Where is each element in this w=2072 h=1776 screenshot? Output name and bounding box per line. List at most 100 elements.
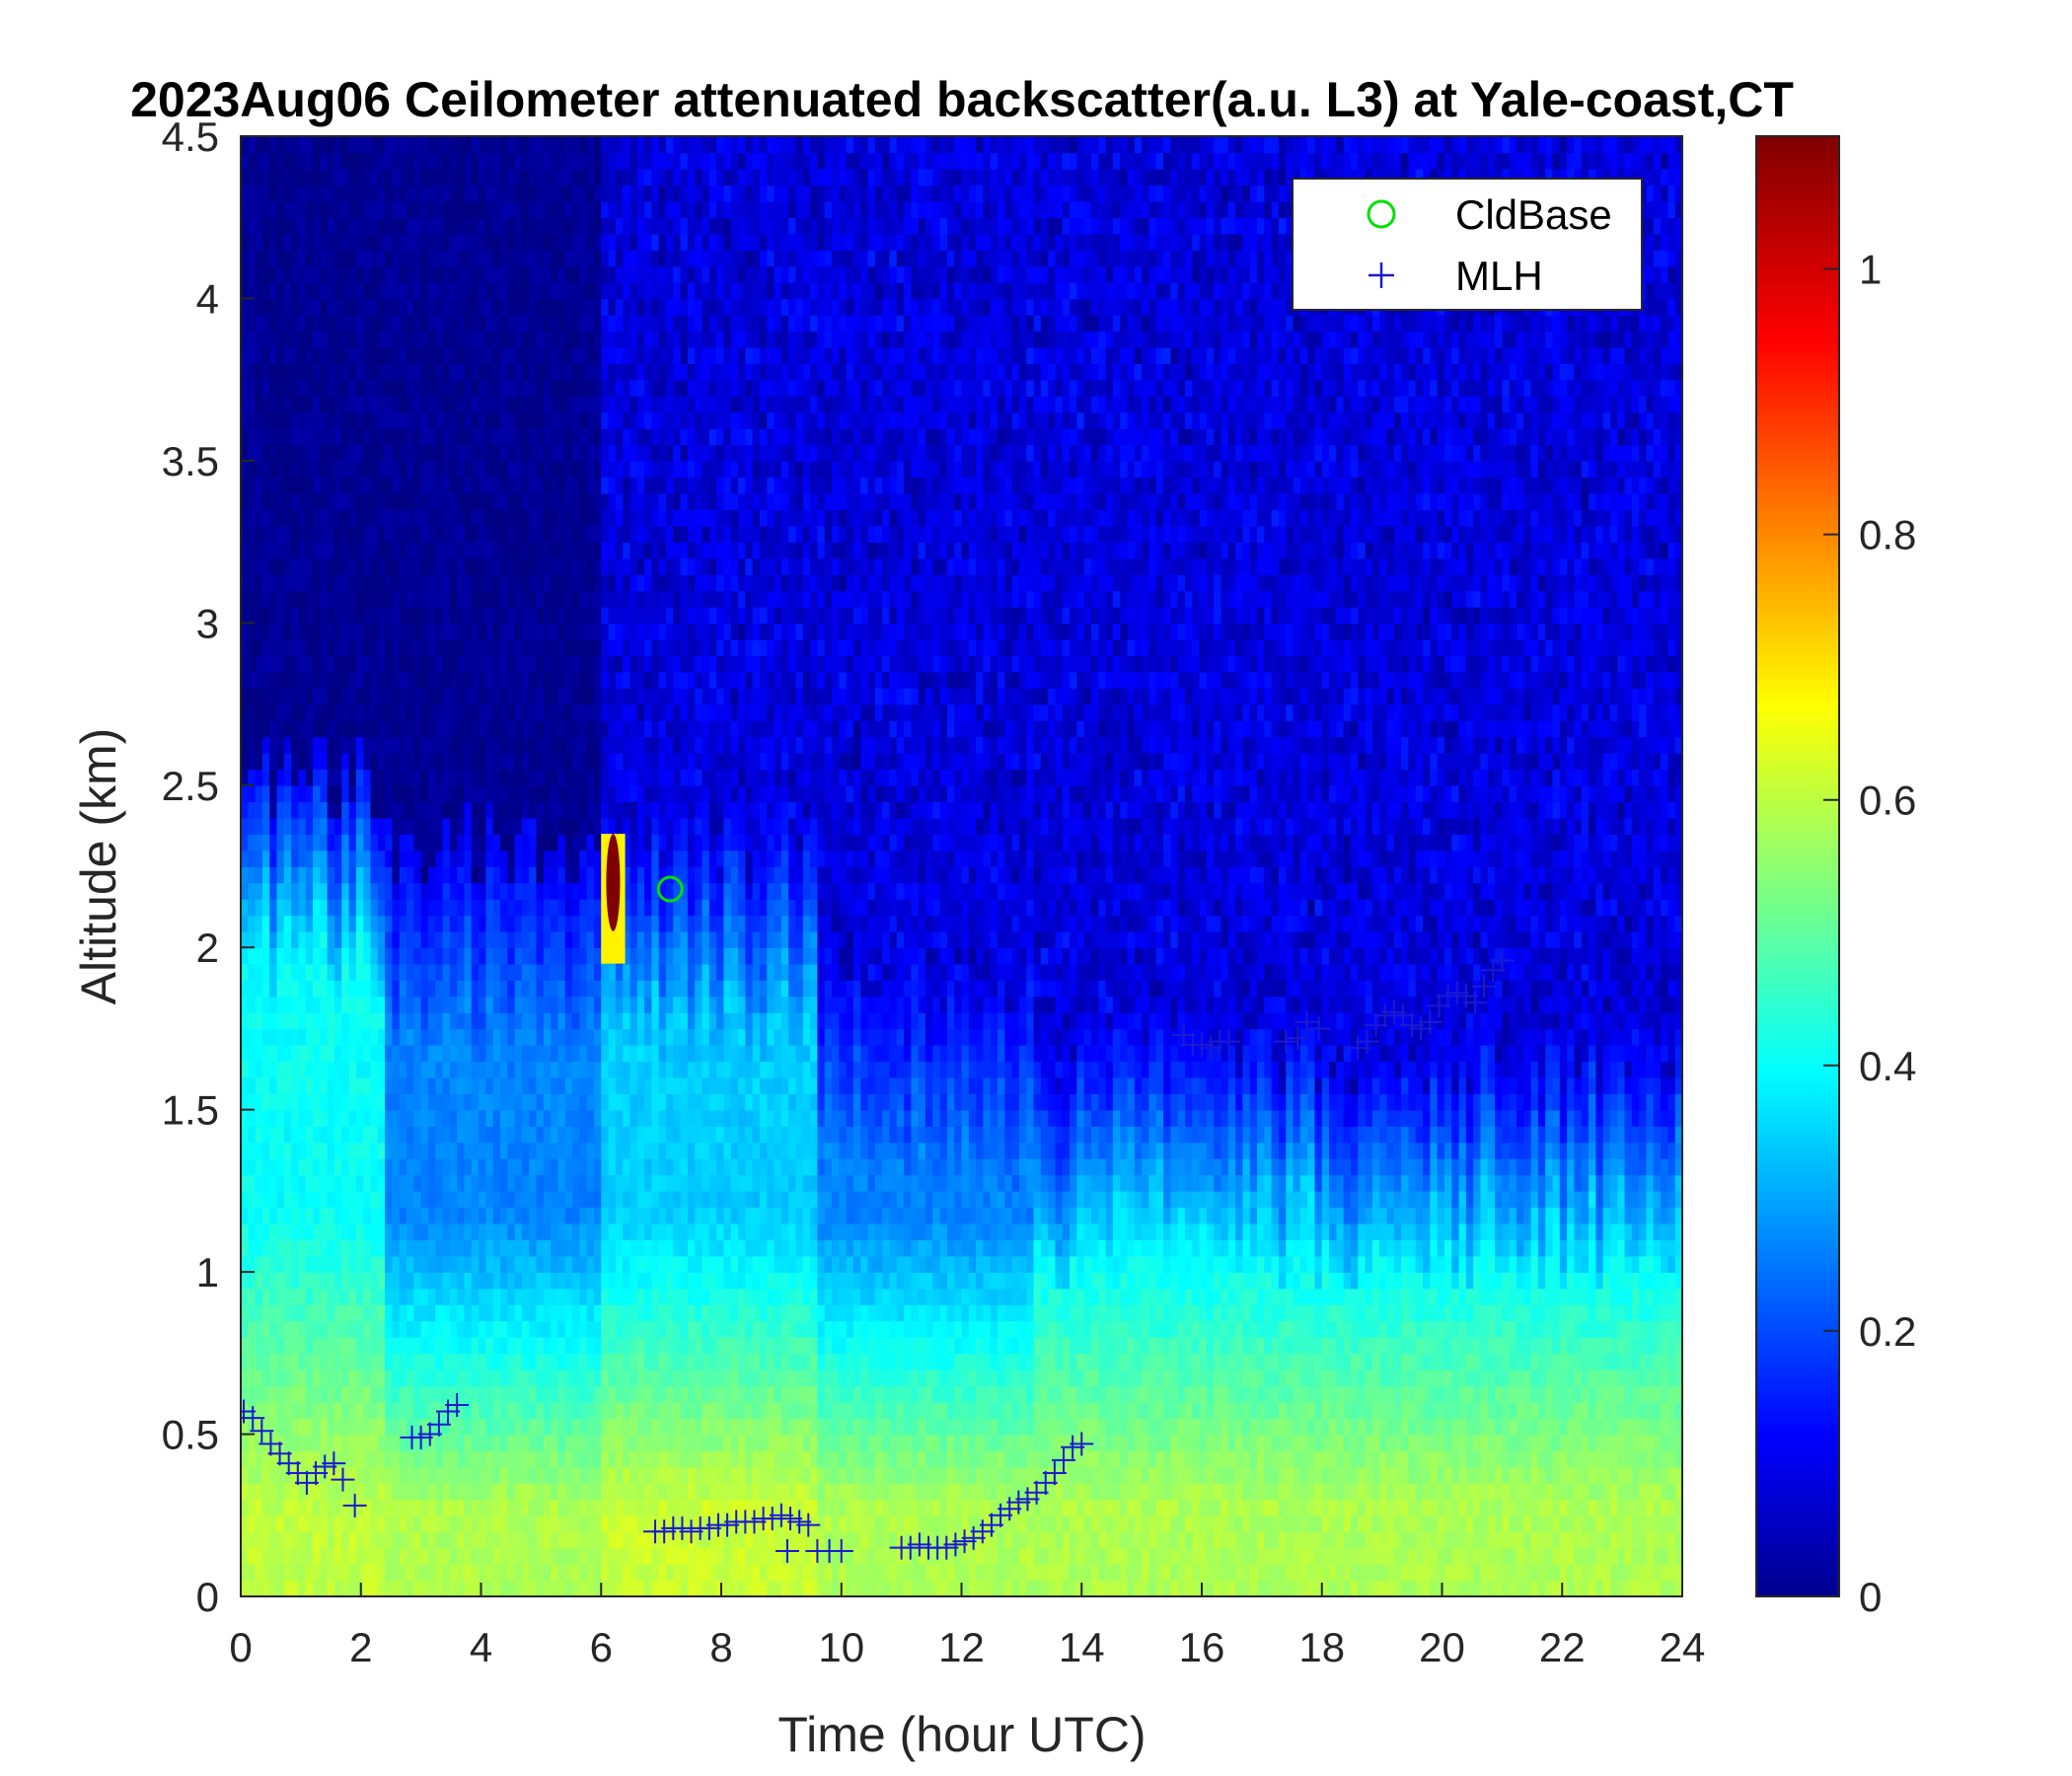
heatmap-cell [464, 834, 473, 851]
heatmap-cell [276, 1499, 285, 1517]
heatmap-cell [586, 428, 595, 446]
heatmap-cell [442, 769, 451, 786]
heatmap-cell [363, 1126, 372, 1144]
heatmap-cell [377, 688, 386, 705]
heatmap-cell [248, 623, 257, 640]
heatmap-cell [499, 1369, 509, 1387]
heatmap-cell [499, 1272, 509, 1290]
heatmap-cell [276, 379, 285, 397]
heatmap-cell [355, 1336, 364, 1355]
heatmap-cell [341, 1353, 350, 1370]
heatmap-cell [313, 477, 322, 494]
heatmap-cell [385, 947, 394, 965]
heatmap-cell [320, 200, 329, 219]
heatmap-cell [543, 801, 552, 819]
heatmap-cell [333, 769, 343, 786]
heatmap-cell [385, 1466, 394, 1484]
heatmap-cell [276, 720, 285, 738]
heatmap-cell [333, 136, 343, 154]
heatmap-cell [557, 542, 566, 559]
heatmap-cell [341, 168, 350, 186]
heatmap-cell [370, 1272, 379, 1290]
heatmap-cell [276, 444, 285, 462]
heatmap-cell [327, 1564, 335, 1582]
heatmap-cell [363, 168, 372, 186]
heatmap-cell [464, 1109, 473, 1127]
heatmap-cell [385, 1482, 394, 1501]
heatmap-cell [485, 688, 494, 705]
heatmap-cell [320, 1434, 329, 1451]
heatmap-cell [521, 509, 531, 527]
heatmap-cell [320, 784, 329, 803]
heatmap-cell [413, 817, 422, 835]
heatmap-cell [536, 963, 545, 981]
heatmap-cell [479, 703, 487, 721]
heatmap-cell [629, 1222, 638, 1241]
heatmap-cell [355, 1174, 364, 1192]
heatmap-cell [363, 477, 372, 494]
heatmap-cell [536, 980, 545, 998]
heatmap-cell [449, 525, 458, 543]
heatmap-cell [536, 1466, 545, 1484]
heatmap-cell [601, 769, 610, 786]
heatmap-cell [399, 866, 407, 884]
heatmap-cell [551, 1564, 559, 1582]
heatmap-cell [507, 200, 516, 219]
heatmap-cell [241, 1012, 250, 1030]
heatmap-cell [392, 1190, 401, 1209]
heatmap-cell [355, 444, 364, 462]
heatmap-cell [457, 1158, 466, 1176]
heatmap-cell [471, 703, 480, 721]
heatmap-cell [298, 1255, 307, 1273]
heatmap-cell [320, 557, 329, 575]
heatmap-cell [392, 411, 401, 429]
heatmap-cell [305, 460, 314, 479]
heatmap-cell [551, 688, 559, 705]
heatmap-cell [348, 1418, 357, 1436]
heatmap-cell [608, 1174, 617, 1192]
heatmap-cell [564, 980, 573, 998]
heatmap-cell [355, 525, 364, 543]
heatmap-cell [276, 1547, 285, 1565]
heatmap-cell [241, 250, 250, 267]
heatmap-cell [276, 331, 285, 348]
heatmap-cell [521, 1531, 531, 1549]
heatmap-cell [623, 930, 631, 949]
heatmap-cell [291, 1564, 300, 1582]
heatmap-cell [407, 557, 415, 575]
heatmap-cell [557, 265, 566, 283]
heatmap-cell [305, 655, 314, 673]
heatmap-cell [407, 396, 415, 413]
heatmap-cell [507, 688, 516, 705]
heatmap-cell [593, 331, 603, 348]
heatmap-cell [492, 136, 501, 154]
heatmap-cell [355, 703, 364, 721]
heatmap-cell [269, 947, 278, 965]
heatmap-cell [514, 866, 523, 884]
heatmap-cell [385, 396, 394, 413]
heatmap-cell [608, 200, 617, 219]
heatmap-cell [370, 1174, 379, 1192]
heatmap-cell [305, 752, 314, 771]
heatmap-cell [485, 1061, 494, 1078]
heatmap-cell [385, 509, 394, 527]
heatmap-cell [298, 1126, 307, 1144]
heatmap-cell [298, 1466, 307, 1484]
heatmap-cell [320, 396, 329, 413]
heatmap-cell [399, 428, 407, 446]
heatmap-cell [255, 1353, 263, 1370]
heatmap-cell [291, 898, 300, 917]
heatmap-cell [348, 1093, 357, 1111]
heatmap-cell [499, 1012, 509, 1030]
heatmap-cell [536, 1255, 545, 1273]
heatmap-cell [407, 1564, 415, 1582]
heatmap-cell [385, 834, 394, 851]
heatmap-cell [608, 379, 617, 397]
heatmap-cell [283, 346, 292, 365]
heatmap-cell [305, 1369, 314, 1387]
heatmap-cell [572, 136, 581, 154]
heatmap-cell [449, 1450, 458, 1468]
heatmap-cell [399, 638, 407, 657]
heatmap-cell [471, 1190, 480, 1209]
heatmap-cell [586, 363, 595, 381]
